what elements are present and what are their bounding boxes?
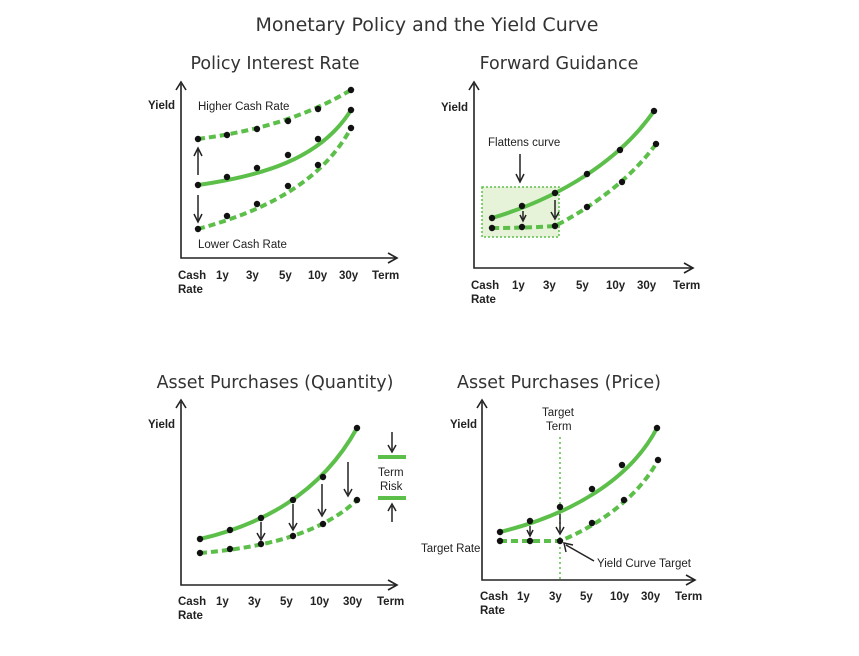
guidance-tick-cash: Cash [471,280,499,292]
price-tick-cash: Cash [480,591,508,603]
price-tick-5y: 5y [580,591,593,603]
panel-asset-purchases-price: Asset Purchases (Price) Yield Cash Rate … [421,373,702,617]
quantity-dots [196,424,361,557]
policy-axes [180,84,396,259]
target-term-label-2: Term [546,421,572,433]
price-shift-arrows [526,514,565,538]
policy-base-curve [196,108,353,187]
price-x-arrowhead [685,574,697,586]
guidance-x-ticks: Cash Rate 1y 3y 5y 10y 30y Term [471,280,700,306]
policy-tick-term: Term [372,270,399,282]
quantity-y-label: Yield [148,419,175,431]
guidance-y-arrowhead [468,80,480,91]
policy-tick-cash: Cash [178,270,206,282]
lower-cash-rate-label: Lower Cash Rate [198,239,287,251]
figure-title: Monetary Policy and the Yield Curve [256,14,599,36]
yield-curve-target-label: Yield Curve Target [597,558,692,570]
price-tick-3y: 3y [549,591,562,603]
panel-forward-guidance: Forward Guidance Yield Cash Rate 1y 3y 5… [441,54,700,306]
quantity-tick-3y: 3y [248,596,261,608]
price-tick-1y: 1y [517,591,530,603]
panel-quantity-title: Asset Purchases (Quantity) [157,373,394,393]
policy-x-ticks: Cash Rate 1y 3y 5y 10y 30y Term [178,270,399,296]
guidance-tick-5y: 5y [576,280,589,292]
price-x-ticks: Cash Rate 1y 3y 5y 10y 30y Term [480,591,702,617]
price-tick-rate: Rate [480,605,505,617]
term-risk-label-1: Term [378,467,404,479]
target-rate-label: Target Rate [421,543,480,555]
policy-higher-curve [197,88,353,141]
price-tick-30y: 30y [641,591,661,603]
guidance-x-arrowhead [683,262,695,274]
guidance-tick-30y: 30y [637,280,657,292]
quantity-tick-rate: Rate [178,610,203,622]
quantity-shift-arrows [256,462,353,542]
policy-tick-5y: 5y [279,270,292,282]
panel-policy-interest-rate: Policy Interest Rate Yield Cash Rate 1y … [148,54,399,296]
guidance-tick-1y: 1y [512,280,525,292]
price-tick-term: Term [675,591,702,603]
quantity-x-arrowhead [387,579,399,591]
flattens-curve-label: Flattens curve [488,137,560,149]
quantity-lowered-curve [199,498,359,555]
policy-y-arrowhead [175,80,187,91]
policy-lower-curve [197,127,353,231]
policy-tick-1y: 1y [216,270,229,282]
policy-tick-10y: 10y [308,270,328,282]
panel-price-title: Asset Purchases (Price) [457,373,661,393]
quantity-original-curve [198,426,359,541]
price-original-curve [498,426,659,534]
guidance-dots [488,107,660,232]
guidance-axes [473,84,692,269]
guidance-tick-3y: 3y [543,280,556,292]
guidance-tick-rate: Rate [471,294,496,306]
price-tick-10y: 10y [610,591,630,603]
price-axes [481,402,694,581]
guidance-tick-10y: 10y [606,280,626,292]
panel-asset-purchases-quantity: Asset Purchases (Quantity) Yield Cash Ra… [148,373,406,622]
yield-curve-target-pointer [565,544,595,562]
quantity-tick-1y: 1y [216,596,229,608]
panel-guidance-title: Forward Guidance [480,54,639,74]
price-dots [496,424,662,545]
quantity-tick-cash: Cash [178,596,206,608]
policy-tick-rate: Rate [178,284,203,296]
price-y-label: Yield [450,419,477,431]
higher-cash-rate-label: Higher Cash Rate [198,101,289,113]
policy-tick-3y: 3y [246,270,259,282]
quantity-tick-term: Term [377,596,404,608]
target-term-label-1: Target [542,407,575,419]
guidance-flattened-curve [491,142,658,230]
quantity-tick-10y: 10y [310,596,330,608]
term-risk-indicator: Term Risk [378,432,406,522]
policy-x-arrowhead [387,252,399,264]
quantity-axes [180,402,396,586]
term-risk-label-2: Risk [380,481,403,493]
price-y-arrowhead [476,398,488,409]
policy-tick-30y: 30y [339,270,359,282]
guidance-tick-term: Term [673,280,700,292]
quantity-tick-30y: 30y [343,596,363,608]
panel-policy-title: Policy Interest Rate [190,54,359,74]
policy-y-label: Yield [148,100,175,112]
quantity-tick-5y: 5y [280,596,293,608]
guidance-shift-arrows [519,200,560,223]
policy-shift-arrows [193,146,203,224]
quantity-y-arrowhead [175,398,187,409]
policy-dots [194,86,355,233]
quantity-x-ticks: Cash Rate 1y 3y 5y 10y 30y Term [178,596,404,622]
guidance-y-label: Yield [441,102,468,114]
